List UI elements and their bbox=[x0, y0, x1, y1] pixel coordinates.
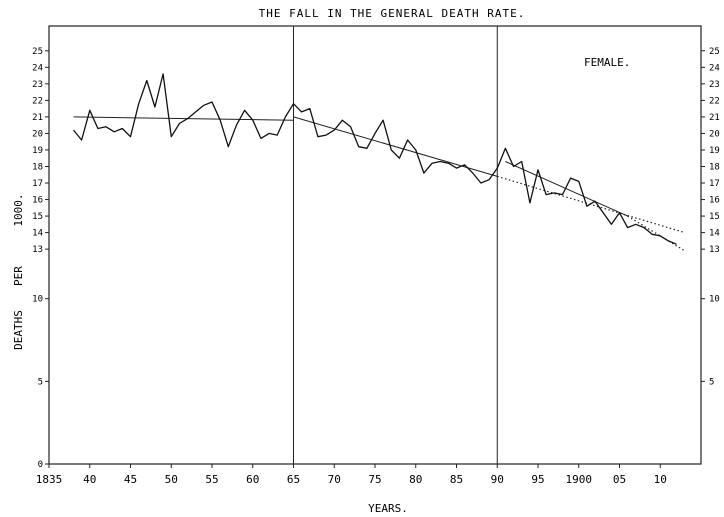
y-tick-label: 25 bbox=[32, 47, 43, 57]
female-annotation: FEMALE. bbox=[584, 56, 630, 69]
y-tick-label-right: 19 bbox=[709, 146, 720, 156]
observed-death-rate-line bbox=[72, 73, 677, 245]
y-axis-left: 0 5 10 13 14 15 16 17 18 19 20 21 22 23 24 25 bbox=[32, 47, 49, 470]
y-tick-label: 5 bbox=[38, 377, 43, 387]
x-tick-label: 1835 bbox=[36, 473, 63, 486]
x-tick-label: 95 bbox=[531, 473, 544, 486]
y-tick-label-right: 24 bbox=[709, 63, 720, 73]
plot-frame bbox=[48, 25, 702, 465]
y-axis-label-per: PER bbox=[12, 266, 25, 286]
x-tick-label: 75 bbox=[368, 473, 381, 486]
y-tick-label: 10 bbox=[32, 295, 43, 305]
y-axis-label-deaths: DEATHS bbox=[12, 310, 25, 350]
y-tick-label: 19 bbox=[32, 146, 43, 156]
observed-series bbox=[72, 73, 677, 245]
x-tick-label: 45 bbox=[124, 473, 137, 486]
x-tick-label: 55 bbox=[205, 473, 218, 486]
trend-line-extrapolated bbox=[627, 215, 686, 252]
x-axis-label: YEARS. bbox=[368, 502, 408, 515]
trend-lines bbox=[73, 116, 686, 252]
x-tick-label: 05 bbox=[613, 473, 626, 486]
y-tick-label: 17 bbox=[32, 179, 43, 189]
trend-line bbox=[293, 116, 498, 177]
y-axis-right: 5 10 13 14 15 16 17 18 19 20 21 22 23 24 25 bbox=[701, 47, 720, 387]
y-tick-label: 14 bbox=[32, 229, 43, 239]
y-tick-label-right: 5 bbox=[709, 377, 714, 387]
x-tick-label: 10 bbox=[654, 473, 667, 486]
y-tick-label-right: 22 bbox=[709, 96, 720, 106]
y-tick-label: 0 bbox=[38, 460, 43, 470]
x-tick-label: 50 bbox=[165, 473, 178, 486]
y-tick-label: 24 bbox=[32, 63, 43, 73]
x-tick-label: 90 bbox=[491, 473, 504, 486]
y-tick-label-right: 25 bbox=[709, 47, 720, 57]
chart-title: THE FALL IN THE GENERAL DEATH RATE. bbox=[259, 7, 526, 20]
y-tick-label-right: 17 bbox=[709, 179, 720, 189]
y-tick-label-right: 21 bbox=[709, 113, 720, 123]
y-tick-label-right: 18 bbox=[709, 162, 720, 172]
x-tick-label: 40 bbox=[83, 473, 96, 486]
y-tick-label-right: 10 bbox=[709, 295, 720, 305]
y-tick-label: 18 bbox=[32, 162, 43, 172]
y-tick-label-right: 16 bbox=[709, 196, 720, 206]
y-tick-label: 23 bbox=[32, 80, 43, 90]
y-tick-label: 13 bbox=[32, 245, 43, 255]
y-axis-label-1000: 1000. bbox=[12, 193, 25, 226]
period-dividers bbox=[293, 26, 498, 464]
y-tick-label: 16 bbox=[32, 196, 43, 206]
x-tick-label: 85 bbox=[450, 473, 463, 486]
y-tick-label: 15 bbox=[32, 212, 43, 222]
x-axis: 1835 40 45 50 55 60 65 70 75 80 85 90 95 1900 05 10 bbox=[36, 464, 667, 486]
trend-line bbox=[505, 161, 628, 217]
x-tick-label: 65 bbox=[287, 473, 300, 486]
y-tick-label: 20 bbox=[32, 129, 43, 139]
x-tick-label: 70 bbox=[328, 473, 341, 486]
y-tick-label-right: 23 bbox=[709, 80, 720, 90]
y-tick-label: 22 bbox=[32, 96, 43, 106]
y-tick-label-right: 14 bbox=[709, 229, 720, 239]
x-tick-label: 1900 bbox=[566, 473, 593, 486]
y-tick-label-right: 20 bbox=[709, 129, 720, 139]
y-tick-label: 21 bbox=[32, 113, 43, 123]
y-tick-label-right: 15 bbox=[709, 212, 720, 222]
x-tick-label: 60 bbox=[246, 473, 259, 486]
x-tick-label: 80 bbox=[409, 473, 422, 486]
y-tick-label-right: 13 bbox=[709, 245, 720, 255]
trend-line-extrapolated bbox=[497, 175, 685, 234]
trend-line bbox=[73, 116, 294, 121]
